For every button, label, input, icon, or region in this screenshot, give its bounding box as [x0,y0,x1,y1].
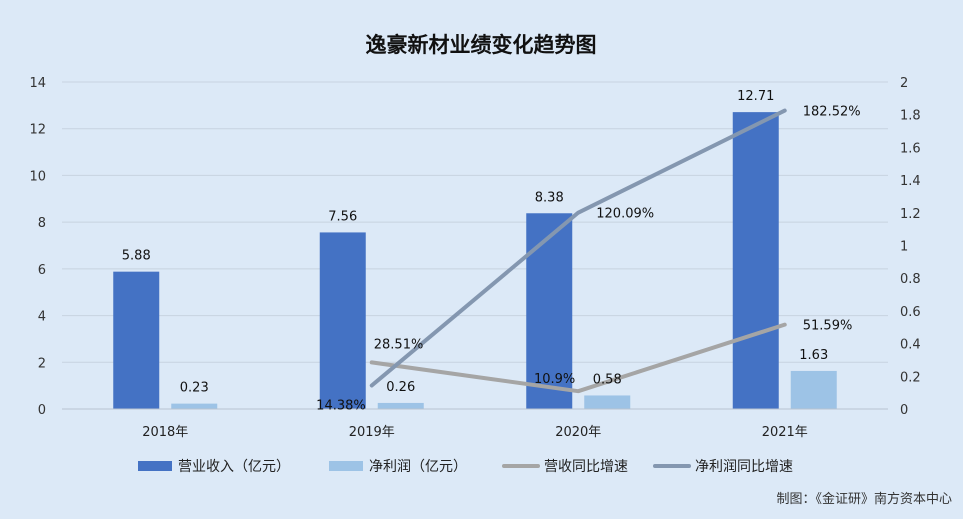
x-tick-label: 2019年 [349,425,395,440]
bar [319,232,366,409]
line-value-label: 28.51% [374,337,424,352]
y2-tick-label: 0.2 [900,370,921,385]
line-point [576,389,580,393]
y2-tick-label: 1.2 [900,207,921,222]
x-tick-label: 2018年 [142,425,188,440]
legend-label: 净利润同比增速 [695,459,793,475]
legend: 营业收入（亿元） 净利润（亿元） 营收同比增速 净利润同比增速 [138,459,793,475]
data-labels: 5.88 7.56 8.38 12.71 0.23 0.26 0.58 1.63 28.51% 1… [122,89,861,413]
line-point [783,109,787,113]
y2-tick-label: 1.6 [900,141,921,156]
chart-title: 逸豪新材业绩变化趋势图 [366,33,597,57]
y-tick-label: 0 [38,403,46,418]
line-point [370,383,374,387]
line-value-label: 51.59% [803,319,853,334]
bar [732,112,779,410]
line-point [783,323,787,327]
line-point [370,360,374,364]
y-tick-label: 8 [38,216,46,231]
y-tick-label: 6 [38,263,46,278]
line-point [576,211,580,215]
bars [113,112,837,410]
bar-value-label: 12.71 [737,89,774,104]
bar-value-label: 0.23 [180,381,209,396]
y-tick-label: 4 [38,310,46,325]
y2-tick-label: 2 [900,76,908,91]
y-tick-label: 2 [38,356,46,371]
line-value-label: 14.38% [316,398,366,413]
bar [526,213,573,409]
bar-value-label: 0.26 [386,380,415,395]
y2-tick-label: 1.4 [900,174,921,189]
x-tick-label: 2021年 [762,425,808,440]
gridlines [62,81,888,363]
legend-swatch [329,461,363,471]
x-tick-label: 2020年 [555,425,601,440]
y2-tick-label: 0.6 [900,305,921,320]
y-tick-label: 10 [29,169,46,184]
legend-label: 营业收入（亿元） [178,459,290,475]
y-tick-label: 14 [29,76,46,91]
bar [377,402,424,409]
line-value-label: 182.52% [803,105,861,120]
bar [171,403,218,409]
lines [369,108,787,394]
y2-tick-label: 0 [900,403,908,418]
y2-tick-label: 0.4 [900,338,921,353]
legend-label: 营收同比增速 [544,459,628,475]
bar-value-label: 7.56 [328,209,357,224]
legend-label: 净利润（亿元） [369,459,467,475]
bar-value-label: 0.58 [593,372,622,387]
bar-value-label: 1.63 [799,348,828,363]
line-value-label: 10.9% [534,372,575,387]
y2-tick-label: 1.8 [900,109,921,124]
line-value-label: 120.09% [596,207,654,222]
bar-value-label: 5.88 [122,249,151,264]
y-tick-label: 12 [29,123,46,138]
bar [113,271,160,409]
axes: 0 2 4 6 8 10 12 14 0 0.2 0.4 0.6 0.8 1 1.2 1.4 1.6 1.8 2 20… [29,76,920,440]
y2-tick-label: 0.8 [900,272,921,287]
bar-value-label: 8.38 [535,190,564,205]
y2-tick-label: 1 [900,240,908,255]
bar [584,395,631,409]
source-note: 制图：《金证研》南方资本中心 [776,491,952,507]
bar [790,370,837,409]
legend-swatch [138,461,172,471]
